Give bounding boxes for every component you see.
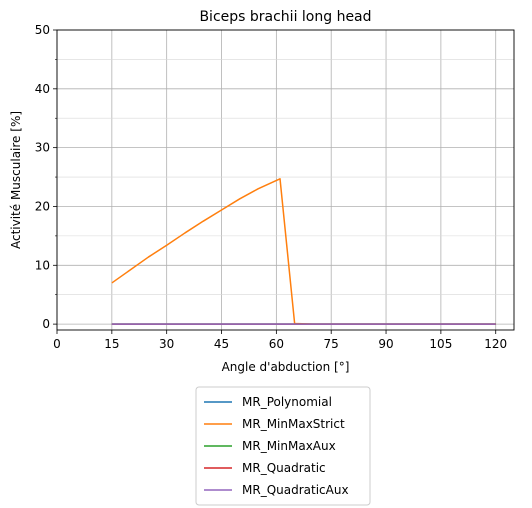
axis-ticks: 0 15 30 45 60 75 90 105 120 0 10 20 30 40 50 xyxy=(35,23,507,351)
y-tick-label: 30 xyxy=(35,141,50,155)
x-tick-label: 30 xyxy=(159,337,174,351)
x-axis-label: Angle d'abduction [°] xyxy=(222,360,350,374)
y-tick-label: 20 xyxy=(35,199,50,213)
y-tick-label: 10 xyxy=(35,258,50,272)
x-tick-label: 90 xyxy=(378,337,393,351)
x-tick-label: 0 xyxy=(53,337,61,351)
x-tick-label: 60 xyxy=(269,337,284,351)
y-tick-label: 40 xyxy=(35,82,50,96)
legend-label: MR_QuadraticAux xyxy=(242,483,349,497)
chart-title: Biceps brachii long head xyxy=(199,9,371,25)
legend-label: MR_Polynomial xyxy=(242,395,332,409)
series-lines xyxy=(111,178,496,325)
x-tick-label: 105 xyxy=(429,337,452,351)
plot-frame xyxy=(56,29,515,331)
legend-label: MR_Quadratic xyxy=(242,461,326,475)
grid xyxy=(56,29,514,330)
x-tick-label: 75 xyxy=(324,337,339,351)
legend-box xyxy=(195,386,371,506)
y-tick-label: 0 xyxy=(42,317,50,331)
legend-label: MR_MinMaxStrict xyxy=(242,417,345,431)
x-tick-label: 15 xyxy=(104,337,119,351)
x-tick-label: 45 xyxy=(214,337,229,351)
y-axis-label: Activité Musculaire [%] xyxy=(9,111,23,249)
series-line-MR_MinMaxStrict xyxy=(111,178,496,325)
x-tick-label: 120 xyxy=(484,337,507,351)
legend-label: MR_MinMaxAux xyxy=(242,439,336,453)
legend: MR_Polynomial MR_MinMaxStrict MR_MinMaxAux… xyxy=(195,386,371,506)
y-tick-label: 50 xyxy=(35,23,50,37)
